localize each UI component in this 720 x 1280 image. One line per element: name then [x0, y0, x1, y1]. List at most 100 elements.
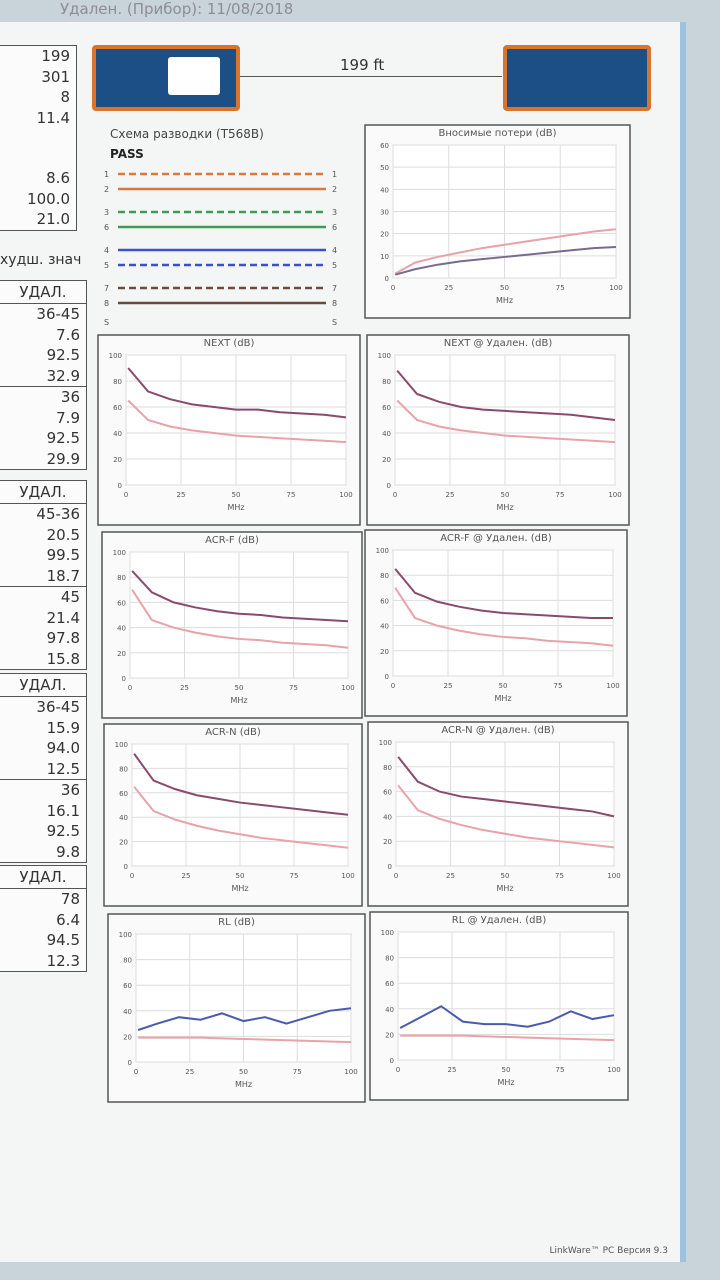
- chart-title: NEXT (dB): [204, 338, 255, 349]
- data-line: [131, 589, 349, 649]
- x-tick-label: 75: [287, 491, 296, 499]
- table-cell: 16.1: [46, 801, 80, 820]
- y-tick-label: 40: [123, 1008, 132, 1016]
- result-table: УДАЛ. 78 6.4 94.5 12.3: [0, 865, 87, 972]
- table-cell: 15.8: [46, 649, 80, 668]
- y-tick-label: 100: [113, 549, 126, 557]
- x-tick-label: 0: [391, 682, 395, 690]
- y-tick-label: 60: [383, 789, 392, 797]
- table-cell: 36-45: [36, 698, 80, 716]
- y-tick-label: 0: [118, 482, 122, 490]
- y-tick-label: 60: [380, 142, 389, 150]
- tester-main: [92, 45, 240, 111]
- pin-left: 8: [104, 299, 109, 308]
- x-tick-label: 75: [554, 682, 563, 690]
- x-axis-label: MHz: [494, 694, 511, 703]
- y-tick-label: 60: [385, 980, 394, 988]
- x-tick-label: 75: [293, 1068, 302, 1076]
- wiremap-result: PASS: [110, 147, 144, 161]
- y-tick-label: 80: [382, 378, 391, 386]
- data-line: [396, 369, 616, 421]
- x-tick-label: 50: [239, 1068, 248, 1076]
- summary-value: 8.6: [46, 169, 70, 187]
- x-tick-label: 100: [607, 872, 620, 880]
- data-line: [397, 756, 615, 818]
- table-header: УДАЛ.: [0, 866, 86, 889]
- data-line: [133, 786, 349, 849]
- pin-right: 4: [332, 246, 337, 255]
- y-tick-label: 20: [380, 648, 389, 656]
- summary-value: 100.0: [27, 189, 70, 208]
- x-tick-label: 0: [393, 491, 397, 499]
- y-tick-label: 0: [387, 482, 391, 490]
- y-tick-label: 60: [113, 404, 122, 412]
- data-line: [396, 399, 616, 444]
- table-cell: 20.5: [46, 525, 80, 544]
- worst-label: худш. знач: [0, 252, 82, 268]
- y-tick-label: 40: [380, 186, 389, 194]
- y-tick-label: 20: [383, 838, 392, 846]
- x-tick-label: 75: [556, 284, 565, 292]
- table-cell: 92.5: [46, 822, 80, 840]
- y-tick-label: 60: [119, 790, 128, 798]
- table-cell: 94.0: [46, 739, 80, 757]
- data-line: [394, 568, 613, 620]
- x-axis-label: MHz: [230, 696, 247, 705]
- x-tick-label: 100: [606, 682, 619, 690]
- y-tick-label: 0: [128, 1059, 132, 1067]
- data-line: [127, 367, 347, 419]
- pin-left: S: [104, 318, 109, 327]
- chart-title: Вносимые потери (dB): [439, 128, 557, 139]
- x-tick-label: 0: [130, 872, 134, 880]
- chart-title: ACR-F (dB): [205, 535, 259, 546]
- y-tick-label: 40: [383, 813, 392, 821]
- x-tick-label: 100: [341, 684, 354, 692]
- y-tick-label: 80: [383, 764, 392, 772]
- result-table: УДАЛ. 36-45 7.6 92.5 32.9 36 7.9 92.5 29.9: [0, 280, 87, 470]
- y-tick-label: 20: [119, 839, 128, 847]
- table-cell: 36-45: [36, 305, 80, 323]
- x-tick-label: 50: [501, 872, 510, 880]
- pin-right: 3: [332, 208, 337, 217]
- pin-left: 3: [104, 208, 109, 217]
- table-header: УДАЛ.: [0, 481, 86, 504]
- y-tick-label: 0: [385, 673, 389, 681]
- wiremap-title: Схема разводки (T568B): [110, 127, 264, 141]
- x-tick-label: 50: [501, 491, 510, 499]
- y-tick-label: 100: [376, 547, 389, 555]
- y-tick-label: 10: [380, 253, 389, 261]
- pin-right: S: [332, 318, 337, 327]
- x-axis-label: MHz: [227, 503, 244, 512]
- x-tick-label: 100: [607, 1066, 620, 1074]
- data-line: [138, 1036, 352, 1044]
- x-tick-label: 100: [344, 1068, 357, 1076]
- x-tick-label: 0: [396, 1066, 400, 1074]
- y-tick-label: 0: [388, 863, 392, 871]
- y-tick-label: 20: [385, 1031, 394, 1039]
- y-tick-label: 0: [122, 675, 126, 683]
- x-tick-label: 50: [499, 682, 508, 690]
- x-axis-label: MHz: [496, 296, 513, 305]
- x-tick-label: 25: [446, 872, 455, 880]
- data-line: [127, 399, 347, 444]
- y-tick-label: 60: [382, 404, 391, 412]
- header-text: Удален. (Прибор): 11/08/2018: [60, 0, 294, 18]
- x-tick-label: 75: [289, 684, 298, 692]
- x-tick-label: 25: [177, 491, 186, 499]
- y-tick-label: 30: [380, 209, 389, 217]
- x-axis-label: MHz: [496, 503, 513, 512]
- data-line: [133, 753, 349, 816]
- table-cell: 97.8: [46, 629, 80, 647]
- y-tick-label: 0: [124, 863, 128, 871]
- x-tick-label: 75: [290, 872, 299, 880]
- table-cell: 7.6: [56, 325, 80, 344]
- footer-text: LinkWare™ PC Версия 9.3: [549, 1246, 668, 1256]
- chart-title: ACR-N (dB): [205, 727, 261, 738]
- y-tick-label: 80: [117, 574, 126, 582]
- y-tick-label: 40: [380, 623, 389, 631]
- x-tick-label: 50: [502, 1066, 511, 1074]
- x-tick-label: 50: [235, 684, 244, 692]
- x-tick-label: 100: [341, 872, 354, 880]
- y-tick-label: 100: [109, 352, 122, 360]
- table-cell: 15.9: [46, 718, 80, 737]
